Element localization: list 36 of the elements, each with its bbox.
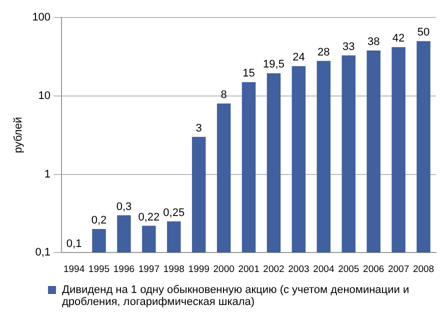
data-label: 24 bbox=[292, 52, 305, 64]
data-label: 0,25 bbox=[163, 206, 185, 219]
x-tick-label: 1997 bbox=[138, 264, 160, 275]
x-tick-label: 2002 bbox=[263, 264, 284, 275]
x-tick-label: 2003 bbox=[288, 264, 310, 275]
x-tick-label: 2005 bbox=[338, 264, 360, 275]
data-label: 33 bbox=[342, 40, 355, 53]
data-label: 50 bbox=[417, 26, 430, 39]
data-label: 0,22 bbox=[138, 211, 160, 224]
x-tick-label: 1996 bbox=[113, 264, 135, 275]
y-tick-label: 1 bbox=[44, 168, 51, 180]
data-label: 42 bbox=[392, 32, 405, 45]
data-label: 28 bbox=[318, 46, 330, 58]
data-label: 0,3 bbox=[116, 200, 132, 213]
y-tick-label: 100 bbox=[32, 12, 51, 24]
data-label: 0,1 bbox=[66, 238, 82, 250]
x-tick-label: 2008 bbox=[412, 264, 434, 275]
x-tick-label: 1994 bbox=[63, 264, 85, 275]
data-label: 0,2 bbox=[91, 214, 107, 227]
x-tick-label: 1995 bbox=[88, 264, 110, 275]
data-label: 3 bbox=[196, 122, 202, 134]
y-axis-title: рублей bbox=[12, 117, 25, 154]
x-tick-label: 2007 bbox=[388, 264, 410, 275]
data-label: 8 bbox=[220, 89, 227, 102]
legend-label: Дивиденд на 1 одну обыкновенную акцию (с учетом деноминации и дробления, логарифмическая шкала) bbox=[62, 284, 410, 308]
x-tick-label: 2001 bbox=[238, 264, 260, 275]
x-tick-label: 1999 bbox=[188, 264, 210, 275]
x-tick-label: 2006 bbox=[363, 264, 384, 275]
y-tick-label: 10 bbox=[38, 90, 51, 102]
x-tick-label: 1998 bbox=[163, 264, 184, 275]
data-label: 19,5 bbox=[263, 58, 284, 71]
x-tick-label: 2000 bbox=[213, 264, 234, 275]
x-tick-label: 2004 bbox=[313, 264, 334, 275]
data-label: 15 bbox=[242, 68, 255, 80]
y-tick-label: 0,1 bbox=[35, 246, 51, 259]
data-label: 38 bbox=[367, 36, 380, 48]
